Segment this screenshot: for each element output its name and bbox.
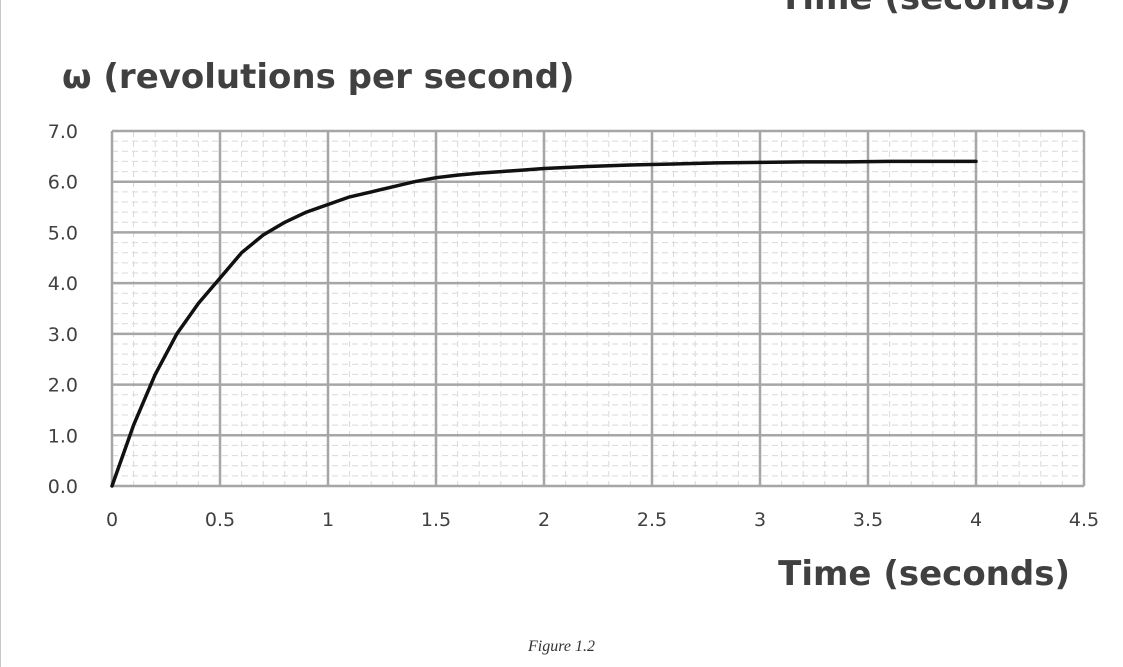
clipped-axis-label: Time (seconds) <box>779 0 1071 18</box>
x-tick-label: 2.5 <box>637 509 667 531</box>
major-grid <box>110 129 1086 488</box>
x-tick-labels: 0 0.5 1 1.5 2 2.5 3 3.5 4 4.5 <box>106 509 1099 531</box>
y-tick-label: 1.0 <box>48 425 78 447</box>
y-tick-labels: 0.0 1.0 2.0 3.0 4.0 5.0 6.0 7.0 <box>48 121 78 498</box>
y-tick-label: 5.0 <box>48 222 78 244</box>
x-tick-label: 4.5 <box>1069 509 1099 531</box>
minor-grid <box>111 130 1085 487</box>
page-left-border <box>0 0 1 667</box>
x-tick-label: 4 <box>970 509 982 531</box>
y-tick-label: 3.0 <box>48 324 78 346</box>
y-tick-label: 2.0 <box>48 375 78 397</box>
x-tick-label: 1.5 <box>421 509 451 531</box>
x-axis-title: Time (seconds) <box>778 554 1070 594</box>
y-tick-label: 6.0 <box>48 172 78 194</box>
x-tick-label: 0 <box>106 509 118 531</box>
y-tick-label: 4.0 <box>48 273 78 295</box>
y-tick-label: 7.0 <box>48 121 78 143</box>
x-tick-label: 3.5 <box>853 509 883 531</box>
chart: ω (revolutions per second) 0.0 1.0 2.0 3.0 4… <box>48 57 1099 594</box>
x-tick-label: 1 <box>322 509 334 531</box>
y-tick-label: 0.0 <box>48 476 78 498</box>
series-line <box>110 159 978 488</box>
x-tick-label: 3 <box>754 509 766 531</box>
figure-caption: Figure 1.2 <box>528 638 595 655</box>
y-axis-title: ω (revolutions per second) <box>62 57 575 97</box>
x-tick-label: 2 <box>538 509 550 531</box>
x-tick-label: 0.5 <box>205 509 235 531</box>
